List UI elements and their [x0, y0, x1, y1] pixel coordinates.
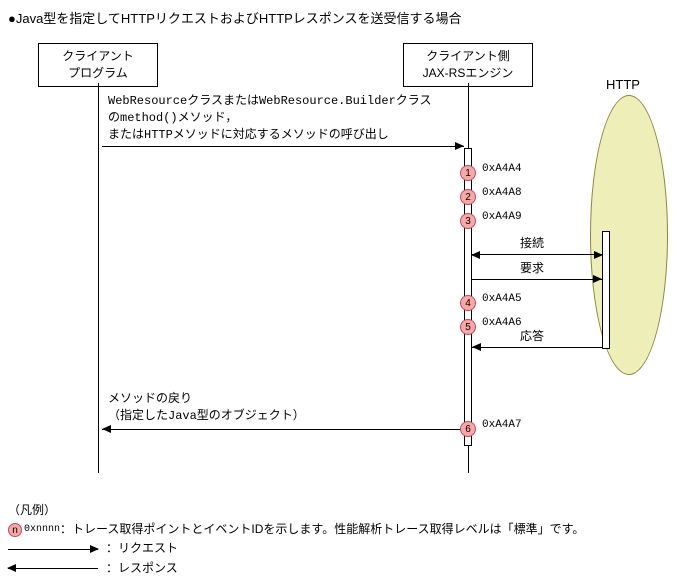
- msg-call-head: [455, 142, 464, 150]
- msg-request-line: [472, 279, 602, 280]
- event-label-3: 0xA4A9: [482, 211, 522, 223]
- event-dot-1: 1: [460, 165, 476, 181]
- msg-response-text: 応答: [520, 329, 544, 346]
- msg-return-head: [102, 425, 111, 433]
- msg-connect-line: [472, 254, 602, 255]
- msg-return-text: メソッドの戻り （指定したJava型のオブジェクト）: [108, 391, 305, 425]
- legend-response-arrow-icon: [8, 563, 98, 573]
- sequence-diagram: クライアント プログラム クライアント側 JAX-RSエンジン HTTP Web…: [8, 33, 675, 493]
- event-label-6: 0xA4A7: [482, 419, 522, 431]
- actor-engine: クライアント側 JAX-RSエンジン: [403, 43, 533, 87]
- legend: （凡例） n 0xnnnn ：トレース取得ポイントとイベントIDを示します。性能…: [8, 501, 675, 578]
- actor-engine-l2: JAX-RSエンジン: [410, 65, 526, 82]
- legend-header: （凡例）: [8, 501, 675, 520]
- legend-dot-row: n 0xnnnn ：トレース取得ポイントとイベントIDを示します。性能解析トレー…: [8, 520, 675, 539]
- event-dot-5: 5: [460, 319, 476, 335]
- legend-response-row: ：レスポンス: [8, 559, 675, 578]
- actor-client-l1: クライアント: [45, 48, 151, 65]
- http-label: HTTP: [606, 77, 640, 92]
- event-label-5: 0xA4A6: [482, 317, 522, 329]
- legend-request-row: ：リクエスト: [8, 539, 675, 558]
- msg-call-text: WebResourceクラスまたはWebResource.Builderクラス …: [108, 93, 432, 143]
- msg-return-line: [102, 429, 464, 430]
- legend-response-text: ：レスポンス: [106, 559, 178, 578]
- event-label-2: 0xA4A8: [482, 187, 522, 199]
- msg-response-head: [472, 343, 481, 351]
- legend-dot-text: ：トレース取得ポイントとイベントIDを示します。性能解析トレース取得レベルは「標…: [60, 520, 584, 539]
- legend-dot-id: 0xnnnn: [24, 522, 60, 538]
- event-dot-3: 3: [460, 213, 476, 229]
- diagram-title: ●Java型を指定してHTTPリクエストおよびHTTPレスポンスを送受信する場合: [8, 8, 675, 27]
- msg-request-text: 要求: [520, 261, 544, 278]
- lifeline-client: [98, 83, 99, 473]
- event-dot-4: 4: [460, 295, 476, 311]
- legend-dot-icon: n: [8, 523, 22, 537]
- legend-request-arrow-icon: [8, 544, 98, 554]
- event-label-4: 0xA4A5: [482, 293, 522, 305]
- event-dot-6: 6: [460, 421, 476, 437]
- event-label-1: 0xA4A4: [482, 163, 522, 175]
- actor-engine-l1: クライアント側: [410, 48, 526, 65]
- legend-request-text: ：リクエスト: [106, 539, 178, 558]
- msg-call-arrow: [102, 146, 464, 147]
- http-activation: [602, 231, 610, 349]
- msg-connect-text: 接続: [520, 236, 544, 253]
- actor-client-l2: プログラム: [45, 65, 151, 82]
- msg-request-head: [593, 275, 602, 283]
- msg-response-line: [472, 347, 602, 348]
- actor-client: クライアント プログラム: [38, 43, 158, 87]
- event-dot-2: 2: [460, 189, 476, 205]
